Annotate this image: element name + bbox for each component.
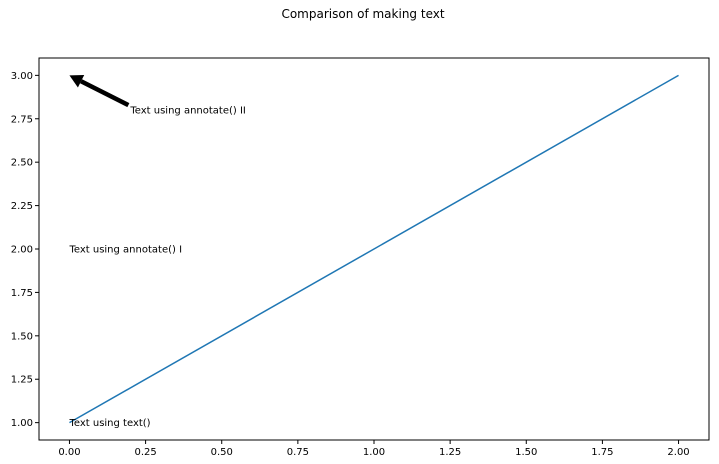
y-tick-label: 2.75 (11, 114, 33, 125)
y-tick-label: 2.00 (11, 245, 33, 256)
y-tick-label: 3.00 (11, 71, 33, 82)
x-axis: 0.00 0.25 0.50 0.75 1.00 1.25 1.50 1.75 2.00 (58, 440, 690, 458)
y-tick-label: 1.00 (11, 418, 33, 429)
x-tick-label: 1.00 (363, 447, 385, 458)
y-axis: 1.00 1.25 1.50 1.75 2.00 2.25 2.50 2.75 3.00 (11, 71, 39, 429)
series-layer (69, 74, 679, 424)
chart-title: Comparison of making text (281, 7, 444, 21)
annotation-label: Text using text() (68, 418, 150, 429)
y-tick-label: 1.25 (11, 375, 33, 386)
x-tick-label: 2.00 (667, 447, 689, 458)
annotation-label: Text using annotate() II (129, 106, 246, 117)
x-tick-label: 1.75 (591, 447, 613, 458)
x-tick-label: 0.50 (211, 447, 233, 458)
y-tick-label: 1.50 (11, 331, 33, 342)
arrow-head (69, 74, 85, 88)
y-tick-label: 2.50 (11, 158, 33, 169)
y-tick-label: 1.75 (11, 288, 33, 299)
x-tick-label: 1.25 (439, 447, 461, 458)
x-tick-label: 0.00 (58, 447, 80, 458)
x-tick-label: 1.50 (515, 447, 537, 458)
annotation-label: Text using annotate() I (68, 245, 182, 256)
y-tick-label: 2.25 (11, 201, 33, 212)
annotation-layer: Text using text() Text using annotate() I… (68, 74, 246, 429)
x-tick-label: 0.75 (287, 447, 309, 458)
series-line (69, 74, 679, 424)
arrow-shaft (80, 79, 130, 108)
x-tick-label: 0.25 (134, 447, 156, 458)
